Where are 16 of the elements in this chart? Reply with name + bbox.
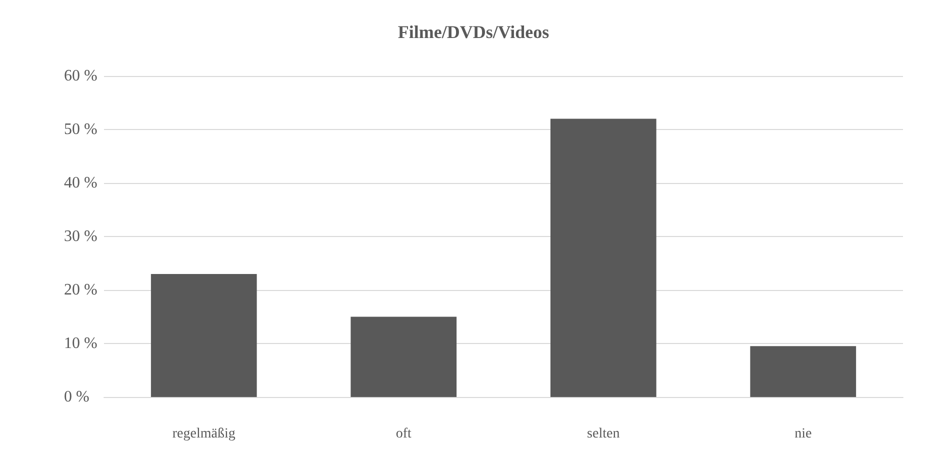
y-tick-label: 60 % [64, 68, 98, 84]
y-tick-label: 50 % [64, 121, 98, 138]
x-tick-label: regelmäßig [172, 426, 236, 442]
y-tick-label: 20 % [64, 282, 98, 298]
y-tick-label: 10 % [64, 335, 98, 352]
bar [150, 274, 257, 397]
x-tick-label: oft [396, 426, 412, 442]
y-tick-label: 30 % [64, 228, 98, 245]
bar [750, 346, 856, 397]
bar [550, 118, 656, 397]
chart-title: Filme/DVDs/Videos [398, 22, 550, 42]
y-tick-label: 40 % [64, 174, 98, 192]
bar [350, 316, 457, 397]
y-tick-label: 0 % [64, 388, 90, 406]
x-tick-label: nie [794, 426, 812, 442]
x-tick-label: selten [587, 426, 620, 442]
